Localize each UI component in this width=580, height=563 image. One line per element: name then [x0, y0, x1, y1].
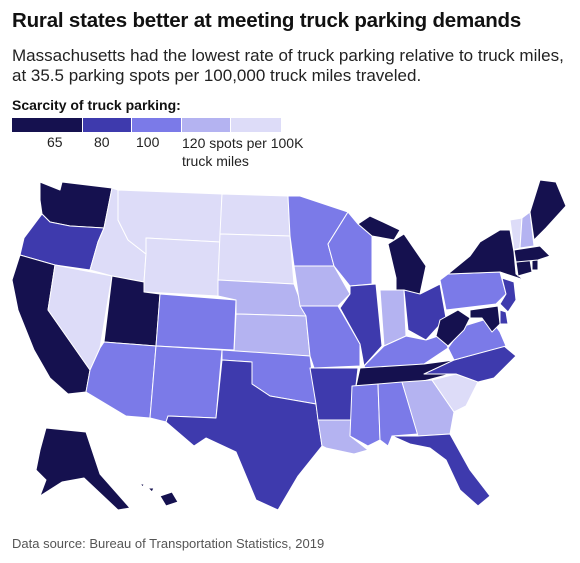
legend-swatch-2 [83, 118, 131, 132]
state-NH[interactable] [519, 211, 535, 249]
state-GA[interactable] [401, 379, 455, 437]
state-MA[interactable] [513, 245, 551, 263]
state-NM[interactable] [149, 345, 223, 423]
state-TX[interactable] [165, 359, 323, 511]
legend-tick-65: 65 [47, 134, 63, 150]
state-WA[interactable] [39, 181, 113, 229]
state-ME[interactable] [529, 179, 567, 241]
legend-tick-80: 80 [94, 134, 110, 150]
state-SD[interactable] [217, 233, 295, 285]
state-PA[interactable] [439, 271, 507, 311]
state-DE[interactable] [499, 309, 509, 325]
state-CO[interactable] [155, 293, 237, 351]
legend-swatch-5 [231, 118, 281, 132]
state-NY[interactable] [447, 229, 525, 281]
state-IL[interactable] [339, 283, 383, 367]
state-KS[interactable] [233, 313, 311, 357]
state-CT[interactable] [515, 259, 533, 277]
state-WI[interactable] [327, 211, 373, 287]
legend-title: Scarcity of truck parking: [12, 97, 181, 113]
legend-tick-100: 100 [136, 134, 160, 150]
chart-subtitle: Massachusetts had the lowest rate of tru… [12, 46, 564, 85]
state-IA[interactable] [293, 265, 351, 307]
color-legend: 65 80 100 120 spots per 100K truck miles [12, 118, 572, 178]
state-MS[interactable] [349, 383, 381, 447]
state-WV[interactable] [435, 309, 471, 347]
chart-title: Rural states better at meeting truck par… [12, 9, 522, 32]
legend-swatch-3 [132, 118, 181, 132]
legend-tick-120: 120 spots per 100K truck miles [182, 135, 304, 169]
state-FL[interactable] [391, 433, 491, 507]
state-NJ[interactable] [499, 277, 517, 313]
legend-swatch-4 [182, 118, 230, 132]
state-MD[interactable] [469, 305, 501, 333]
state-RI[interactable] [531, 259, 539, 271]
state-WY[interactable] [143, 237, 221, 297]
legend-swatch-1 [12, 118, 82, 132]
state-HI[interactable] [139, 483, 179, 507]
state-ND[interactable] [219, 193, 291, 237]
us-choropleth-map [11, 179, 567, 511]
state-SC[interactable] [431, 373, 479, 413]
state-AK[interactable] [35, 427, 131, 511]
state-MO[interactable] [299, 305, 361, 369]
data-source: Data source: Bureau of Transportation St… [12, 536, 325, 551]
